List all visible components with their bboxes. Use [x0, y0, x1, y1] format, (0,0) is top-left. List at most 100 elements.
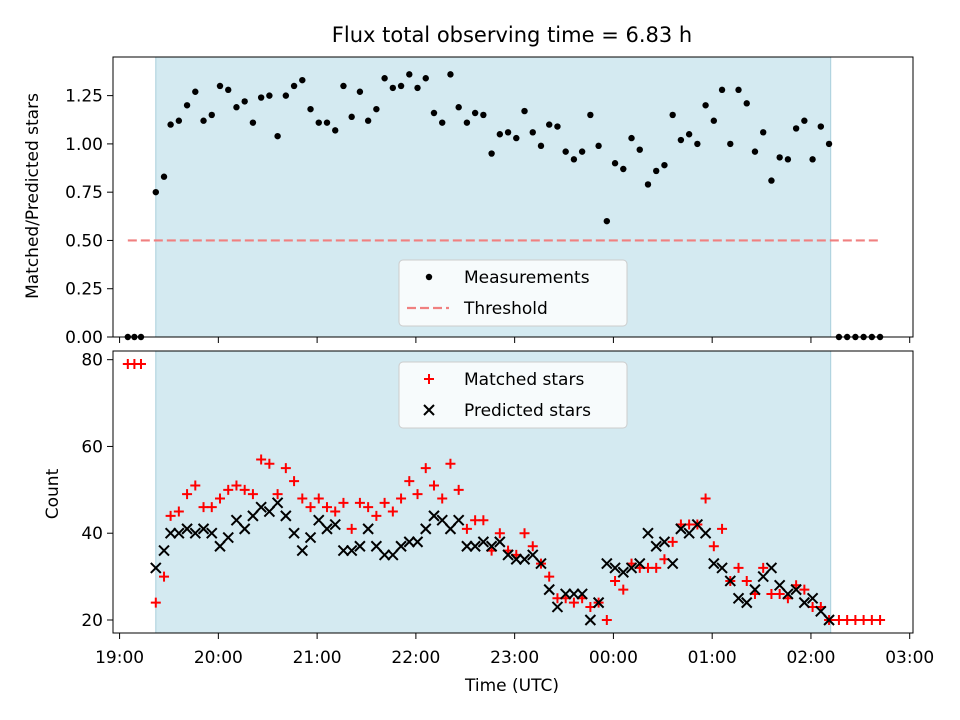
predicted-star-point	[238, 523, 251, 535]
predicted-star-point	[230, 514, 243, 526]
measurement-point	[760, 129, 767, 136]
bottom-panel: 20 40 60 80 19:00 20:00 21:00 22:00 23:00 00:00 01…	[43, 350, 934, 696]
measurement-point	[332, 127, 339, 134]
predicted-star-point	[461, 540, 473, 552]
predicted-star-point	[477, 536, 490, 548]
predicted-star-point	[732, 592, 745, 604]
predicted-star-point	[757, 570, 769, 583]
predicted-star-point	[625, 562, 638, 574]
matched-star-point	[733, 562, 744, 573]
legend-label: Matched stars	[464, 370, 584, 390]
predicted-star-point	[411, 536, 424, 548]
x-tick-label: 22:00	[391, 648, 440, 668]
matched-star-point	[717, 523, 728, 534]
measurement-point	[784, 156, 792, 163]
matched-star-point	[363, 502, 374, 513]
measurement-point	[702, 102, 709, 109]
predicted-star-point	[354, 540, 366, 552]
y-tick-label: 20	[81, 611, 103, 631]
predicted-star-point	[181, 523, 193, 535]
matched-star-point	[741, 575, 752, 586]
matched-star-point	[875, 614, 886, 625]
matched-star-point	[478, 515, 489, 526]
matched-star-point	[305, 502, 316, 513]
predicted-star-point	[263, 505, 276, 518]
matched-star-point	[239, 484, 250, 495]
predicted-star-point	[395, 540, 407, 552]
x-tick-label: 20:00	[194, 648, 243, 668]
y-tick-label: 0.50	[65, 231, 103, 251]
predicted-star-point	[806, 592, 819, 604]
measurement-point	[809, 156, 816, 163]
measurement-point	[677, 136, 685, 144]
predicted-star-point	[535, 557, 547, 570]
predicted-star-point	[658, 536, 671, 548]
measurement-point	[152, 188, 159, 196]
predicted-star-point	[741, 596, 753, 609]
predicted-star-point	[280, 510, 292, 522]
matched-star-point	[437, 493, 448, 504]
measurement-point	[266, 92, 273, 99]
measurement-point	[447, 71, 454, 78]
x-tick-label: 03:00	[885, 648, 934, 668]
x-tick-label: 00:00	[589, 648, 638, 668]
measurement-point	[463, 119, 471, 126]
matched-star-point	[338, 497, 349, 508]
matched-star-point	[494, 528, 505, 539]
predicted-star-point	[428, 510, 440, 522]
measurement-point	[628, 134, 635, 142]
measurement-point	[595, 142, 602, 150]
predicted-star-point	[214, 540, 226, 552]
predicted-star-point	[271, 497, 284, 509]
y-tick-label: 1.00	[65, 135, 103, 155]
measurement-point	[496, 131, 504, 138]
measurement-point	[167, 121, 174, 128]
x-tick-label: 21:00	[293, 648, 342, 668]
measurement-point	[340, 82, 347, 90]
measurement-point	[208, 111, 215, 119]
top-chart-title: Flux total observing time = 6.83 h	[332, 23, 692, 47]
measurement-point	[587, 111, 594, 119]
measurement-point	[364, 117, 372, 124]
measurement-point	[192, 88, 199, 95]
matched-star-point	[135, 359, 146, 370]
predicted-star-point	[601, 557, 613, 570]
measurement-point	[685, 131, 693, 138]
measurement-point	[537, 142, 545, 150]
matched-star-point	[150, 597, 161, 608]
y-tick-label: 0.75	[65, 183, 103, 203]
predicted-star-point	[683, 527, 695, 539]
predicted-star-point	[634, 557, 646, 570]
legend-predicted-swatch	[423, 404, 435, 416]
bottom-x-axis-label: Time (UTC)	[464, 676, 559, 696]
predicted-star-point	[296, 544, 309, 557]
predicted-star-point	[345, 544, 358, 557]
measurement-point	[200, 117, 207, 124]
predicted-star-point	[387, 549, 399, 561]
predicted-star-point	[164, 527, 177, 539]
predicted-star-point	[708, 557, 720, 570]
predicted-star-point	[362, 523, 374, 535]
measurement-point	[710, 117, 718, 124]
predicted-star-point	[420, 523, 432, 535]
y-tick-label: 0.25	[65, 280, 103, 300]
predicted-star-point	[469, 540, 481, 552]
predicted-star-point	[321, 523, 333, 535]
matched-star-point	[313, 493, 324, 504]
predicted-star-point	[782, 588, 794, 600]
matched-star-point	[758, 562, 769, 573]
measurement-point	[735, 86, 742, 94]
matched-star-point	[256, 454, 267, 465]
predicted-star-point	[773, 579, 786, 591]
measurement-point	[455, 104, 462, 111]
measurement-point	[175, 117, 183, 124]
predicted-star-point	[436, 514, 448, 526]
measurement-point	[257, 94, 265, 101]
measurement-point	[389, 84, 397, 92]
predicted-star-point	[247, 510, 259, 522]
measurement-point	[620, 165, 627, 173]
measurement-point	[554, 123, 561, 130]
matched-star-point	[206, 502, 217, 513]
measurement-point	[751, 148, 759, 155]
matched-star-point	[708, 541, 719, 552]
